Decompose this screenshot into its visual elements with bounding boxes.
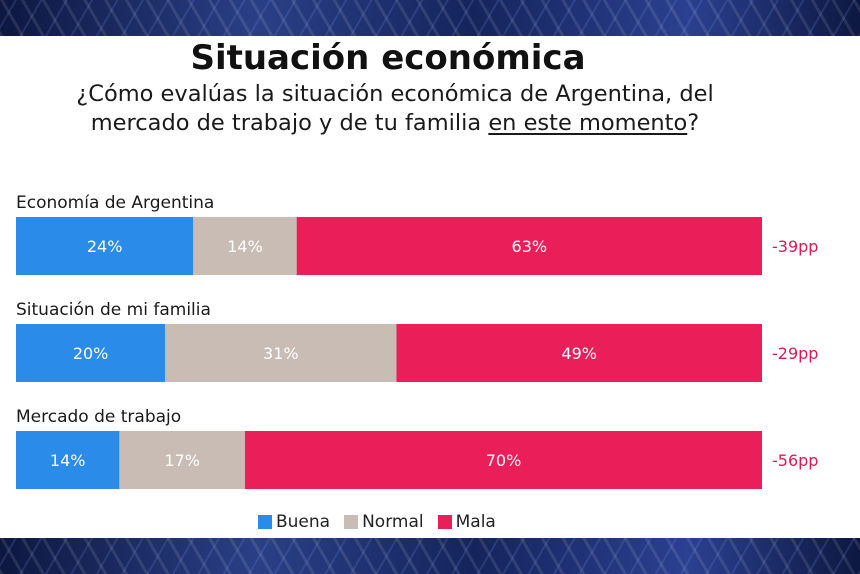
bar-economia-de-argentina-buena xyxy=(16,217,194,275)
bar-mercado-de-trabajo-mala xyxy=(244,431,763,489)
background-band-top xyxy=(0,0,860,36)
data-label-situacion-de-mi-familia-normal: 31% xyxy=(263,344,299,363)
legend-swatch-mala xyxy=(437,515,452,529)
net-label-mercado-de-trabajo: -56pp xyxy=(772,451,818,470)
subtitle-part-2: ? xyxy=(687,110,700,136)
category-label-mercado-de-trabajo: Mercado de trabajo xyxy=(16,407,181,427)
net-label-situacion-de-mi-familia: -29pp xyxy=(772,344,818,363)
chart-legend: Buena Normal Mala xyxy=(258,511,496,533)
legend-swatch-normal xyxy=(344,515,359,529)
legend-item-normal: Normal xyxy=(344,512,424,532)
background-band-bottom xyxy=(0,538,860,574)
data-label-situacion-de-mi-familia-buena: 20% xyxy=(73,344,109,363)
net-label-economia-de-argentina: -39pp xyxy=(772,237,818,256)
subtitle-part-1: ¿Cómo evalúas la situación económica de … xyxy=(76,81,714,136)
bar-situacion-de-mi-familia-normal xyxy=(165,324,397,382)
chart-subtitle: ¿Cómo evalúas la situación económica de … xyxy=(30,80,760,138)
data-label-situacion-de-mi-familia-mala: 49% xyxy=(561,344,597,363)
bar-mercado-de-trabajo-buena xyxy=(16,431,120,489)
legend-label-mala: Mala xyxy=(455,512,496,532)
bar-situacion-de-mi-familia-mala xyxy=(396,324,762,382)
legend-item-mala: Mala xyxy=(437,512,496,532)
legend-label-normal: Normal xyxy=(362,512,424,532)
bar-situacion-de-mi-familia-buena xyxy=(16,324,166,382)
data-label-mercado-de-trabajo-mala: 70% xyxy=(486,451,522,470)
bar-mercado-de-trabajo-normal xyxy=(119,431,245,489)
data-label-economia-de-argentina-buena: 24% xyxy=(87,237,123,256)
legend-swatch-buena xyxy=(258,515,272,529)
data-label-economia-de-argentina-normal: 14% xyxy=(227,237,263,256)
category-label-situacion-de-mi-familia: Situación de mi familia xyxy=(16,300,211,320)
subtitle-emphasis: en este momento xyxy=(488,110,688,136)
data-label-mercado-de-trabajo-buena: 14% xyxy=(50,451,86,470)
bar-economia-de-argentina-mala xyxy=(296,217,762,275)
chart-title: Situación económica xyxy=(190,38,586,78)
data-label-economia-de-argentina-mala: 63% xyxy=(512,237,548,256)
bar-economia-de-argentina-normal xyxy=(193,217,297,275)
legend-item-buena: Buena xyxy=(258,512,330,532)
data-label-mercado-de-trabajo-normal: 17% xyxy=(164,451,200,470)
legend-label-buena: Buena xyxy=(276,512,331,532)
category-label-economia-de-argentina: Economía de Argentina xyxy=(16,193,214,213)
